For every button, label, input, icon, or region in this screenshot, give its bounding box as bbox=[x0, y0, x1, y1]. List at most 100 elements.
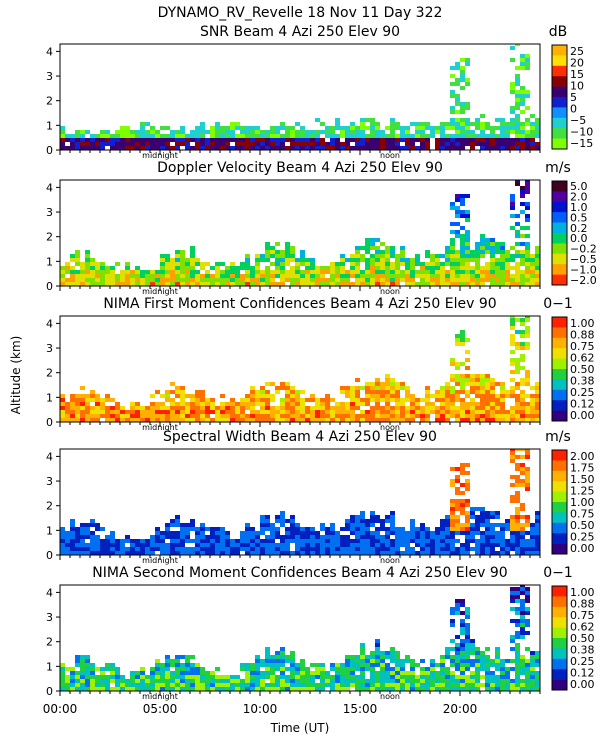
data-cell bbox=[440, 414, 445, 418]
data-cell bbox=[380, 270, 385, 274]
data-cell bbox=[70, 687, 75, 691]
data-cell bbox=[465, 635, 470, 639]
data-cell bbox=[490, 531, 495, 535]
data-cell bbox=[450, 499, 455, 503]
colorbar-swatch bbox=[552, 669, 567, 680]
data-cell bbox=[495, 258, 500, 262]
data-cell bbox=[450, 230, 455, 234]
data-cell bbox=[470, 679, 475, 683]
data-cell bbox=[430, 410, 435, 414]
data-cell bbox=[515, 180, 520, 182]
data-cell bbox=[485, 671, 490, 675]
data-cell bbox=[525, 180, 530, 182]
figure-title: DYNAMO_RV_Revelle 18 Nov 11 Day 322 bbox=[158, 5, 443, 21]
data-cell bbox=[390, 651, 395, 655]
data-cell bbox=[225, 418, 230, 422]
data-cell bbox=[200, 138, 205, 142]
data-cell bbox=[135, 282, 140, 286]
data-cell bbox=[175, 659, 180, 663]
data-cell bbox=[240, 683, 245, 687]
data-cell bbox=[465, 118, 470, 122]
data-cell bbox=[240, 278, 245, 282]
data-cell bbox=[375, 687, 380, 691]
colorbar-swatch bbox=[552, 253, 567, 265]
data-cell bbox=[425, 270, 430, 274]
data-cell bbox=[520, 402, 525, 406]
data-cell bbox=[490, 527, 495, 531]
data-cell bbox=[420, 414, 425, 418]
data-cell bbox=[185, 270, 190, 274]
data-cell bbox=[525, 326, 530, 330]
data-cell bbox=[170, 535, 175, 539]
data-cell bbox=[500, 398, 505, 402]
data-cell bbox=[395, 278, 400, 282]
data-cell bbox=[75, 258, 80, 262]
data-cell bbox=[510, 527, 515, 531]
data-cell bbox=[280, 671, 285, 675]
data-cell bbox=[300, 535, 305, 539]
data-cell bbox=[535, 394, 540, 398]
data-cell bbox=[215, 683, 220, 687]
data-cell bbox=[330, 398, 335, 402]
data-cell bbox=[195, 543, 200, 547]
data-cell bbox=[70, 547, 75, 551]
data-cell bbox=[380, 683, 385, 687]
data-cell bbox=[380, 394, 385, 398]
data-cell bbox=[275, 551, 280, 555]
data-cell bbox=[385, 519, 390, 523]
data-cell bbox=[290, 683, 295, 687]
data-cell bbox=[275, 282, 280, 286]
data-cell bbox=[340, 254, 345, 258]
data-cell bbox=[415, 126, 420, 130]
data-cell bbox=[530, 414, 535, 418]
data-cell bbox=[400, 527, 405, 531]
data-cell bbox=[175, 250, 180, 254]
colorbar-label: 0.25 bbox=[570, 386, 595, 399]
data-cell bbox=[340, 402, 345, 406]
data-cell bbox=[125, 547, 130, 551]
data-cell bbox=[425, 539, 430, 543]
data-cell bbox=[515, 106, 520, 110]
data-cell bbox=[520, 190, 525, 194]
data-cell bbox=[485, 655, 490, 659]
data-cell bbox=[455, 374, 460, 378]
data-cell bbox=[510, 342, 515, 346]
data-cell bbox=[160, 414, 165, 418]
data-cell bbox=[480, 374, 485, 378]
data-cell bbox=[330, 406, 335, 410]
data-cell bbox=[360, 414, 365, 418]
data-cell bbox=[75, 659, 80, 663]
data-cell bbox=[85, 418, 90, 422]
data-cell bbox=[60, 675, 65, 679]
data-cell bbox=[90, 523, 95, 527]
data-cell bbox=[380, 254, 385, 258]
data-cell bbox=[165, 414, 170, 418]
data-cell bbox=[480, 242, 485, 246]
data-cell bbox=[400, 418, 405, 422]
data-cell bbox=[380, 414, 385, 418]
data-cell bbox=[390, 270, 395, 274]
day-marker-midnight: midnight bbox=[142, 423, 178, 432]
data-cell bbox=[515, 138, 520, 142]
data-cell bbox=[270, 687, 275, 691]
data-cell bbox=[290, 134, 295, 138]
data-cell bbox=[480, 134, 485, 138]
data-cell bbox=[315, 402, 320, 406]
data-cell bbox=[340, 270, 345, 274]
data-cell bbox=[325, 406, 330, 410]
data-cell bbox=[360, 126, 365, 130]
data-cell bbox=[505, 679, 510, 683]
data-cell bbox=[535, 687, 540, 691]
data-cell bbox=[380, 406, 385, 410]
data-cell bbox=[125, 146, 130, 150]
data-cell bbox=[520, 455, 525, 459]
data-cell bbox=[490, 398, 495, 402]
data-cell bbox=[225, 679, 230, 683]
data-cell bbox=[430, 254, 435, 258]
data-cell bbox=[345, 146, 350, 150]
data-cell bbox=[515, 587, 520, 591]
data-cell bbox=[80, 655, 85, 659]
data-cell bbox=[505, 142, 510, 146]
data-cell bbox=[400, 250, 405, 254]
data-cell bbox=[125, 138, 130, 142]
